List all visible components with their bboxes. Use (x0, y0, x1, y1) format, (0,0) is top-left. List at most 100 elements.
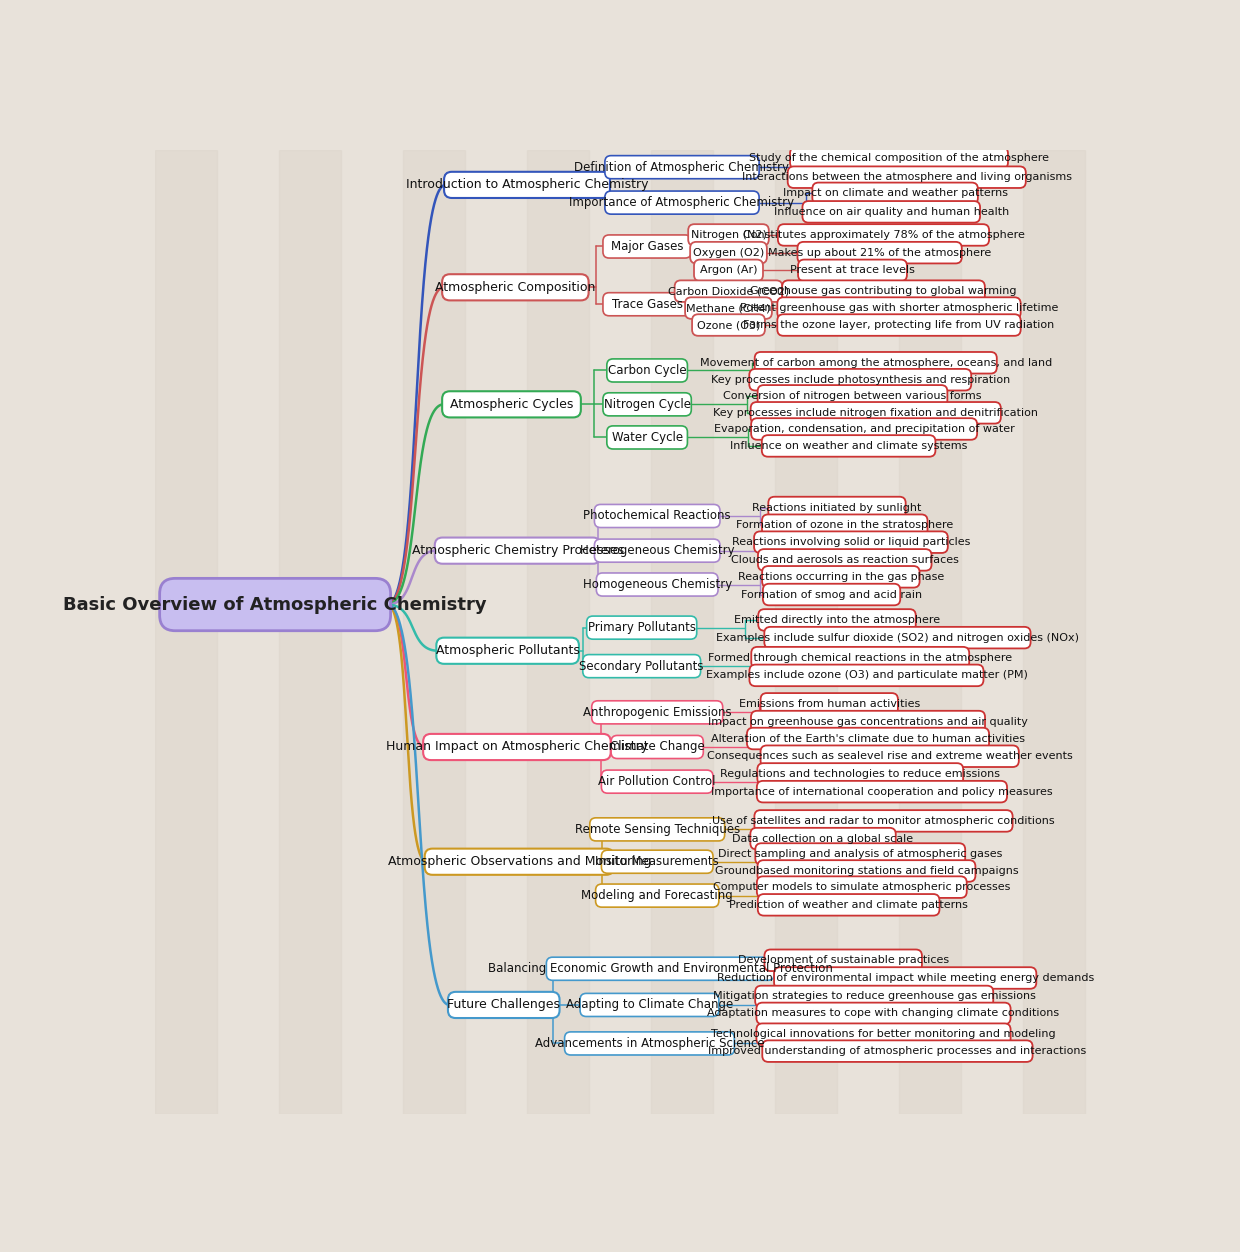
FancyBboxPatch shape (601, 850, 713, 873)
FancyBboxPatch shape (799, 259, 906, 282)
Bar (527, 150, 589, 1114)
FancyBboxPatch shape (761, 436, 935, 457)
Text: Reactions initiated by sunlight: Reactions initiated by sunlight (753, 502, 921, 512)
FancyBboxPatch shape (756, 781, 1007, 803)
Text: Direct sampling and analysis of atmospheric gases: Direct sampling and analysis of atmosphe… (718, 849, 1002, 859)
FancyBboxPatch shape (605, 192, 759, 214)
Text: Atmospheric Chemistry Processes: Atmospheric Chemistry Processes (412, 545, 624, 557)
Text: Data collection on a global scale: Data collection on a global scale (733, 834, 914, 844)
Text: Emissions from human activities: Emissions from human activities (739, 699, 920, 709)
FancyBboxPatch shape (444, 172, 610, 198)
Text: Examples include ozone (O3) and particulate matter (PM): Examples include ozone (O3) and particul… (706, 670, 1028, 680)
Bar (403, 150, 465, 1114)
Text: Primary Pollutants: Primary Pollutants (588, 621, 696, 635)
Text: Importance of international cooperation and policy measures: Importance of international cooperation … (711, 786, 1053, 796)
Text: Water Cycle: Water Cycle (611, 431, 683, 444)
Text: Future Challenges: Future Challenges (448, 998, 560, 1012)
FancyBboxPatch shape (763, 583, 900, 605)
FancyBboxPatch shape (774, 968, 1037, 989)
Text: Human Impact on Atmospheric Chemistry: Human Impact on Atmospheric Chemistry (386, 740, 649, 754)
FancyBboxPatch shape (758, 894, 940, 915)
FancyBboxPatch shape (583, 655, 701, 677)
Text: Adapting to Climate Change: Adapting to Climate Change (565, 998, 733, 1012)
FancyBboxPatch shape (758, 550, 931, 571)
FancyBboxPatch shape (759, 610, 915, 631)
FancyBboxPatch shape (580, 993, 719, 1017)
Text: Oxygen (O2): Oxygen (O2) (693, 248, 764, 258)
FancyBboxPatch shape (797, 242, 962, 263)
Text: Adaptation measures to cope with changing climate conditions: Adaptation measures to cope with changin… (708, 1008, 1059, 1018)
FancyBboxPatch shape (603, 393, 692, 416)
FancyBboxPatch shape (764, 949, 923, 972)
FancyBboxPatch shape (160, 578, 391, 631)
FancyBboxPatch shape (603, 293, 692, 316)
Text: Improved understanding of atmospheric processes and interactions: Improved understanding of atmospheric pr… (708, 1047, 1086, 1057)
FancyBboxPatch shape (601, 770, 713, 794)
Text: Advancements in Atmospheric Science: Advancements in Atmospheric Science (534, 1037, 764, 1050)
Text: Use of satellites and radar to monitor atmospheric conditions: Use of satellites and radar to monitor a… (712, 816, 1055, 826)
FancyBboxPatch shape (777, 297, 1021, 319)
Text: Potent greenhouse gas with shorter atmospheric lifetime: Potent greenhouse gas with shorter atmos… (740, 303, 1058, 313)
FancyBboxPatch shape (564, 1032, 734, 1055)
FancyBboxPatch shape (782, 280, 985, 302)
Text: Methane (CH4): Methane (CH4) (686, 303, 771, 313)
Text: Nitrogen (N2): Nitrogen (N2) (691, 230, 766, 240)
Text: Major Gases: Major Gases (611, 240, 683, 253)
Text: Atmospheric Observations and Monitoring: Atmospheric Observations and Monitoring (387, 855, 651, 868)
Text: Trace Gases: Trace Gases (611, 298, 683, 310)
FancyBboxPatch shape (587, 616, 697, 640)
Text: Movement of carbon among the atmosphere, oceans, and land: Movement of carbon among the atmosphere,… (699, 358, 1052, 368)
FancyBboxPatch shape (802, 202, 980, 223)
FancyBboxPatch shape (603, 235, 692, 258)
FancyBboxPatch shape (596, 573, 718, 596)
FancyBboxPatch shape (763, 1040, 1033, 1062)
FancyBboxPatch shape (590, 818, 724, 841)
Text: Impact on climate and weather patterns: Impact on climate and weather patterns (782, 188, 1008, 198)
Text: Insitu Measurements: Insitu Measurements (595, 855, 719, 868)
Text: Air Pollution Control: Air Pollution Control (599, 775, 715, 789)
FancyBboxPatch shape (423, 734, 611, 760)
FancyBboxPatch shape (595, 884, 719, 908)
FancyBboxPatch shape (424, 849, 614, 875)
FancyBboxPatch shape (758, 764, 963, 785)
FancyBboxPatch shape (761, 515, 928, 536)
Text: Influence on air quality and human health: Influence on air quality and human healt… (774, 207, 1009, 217)
Text: Evaporation, condensation, and precipitation of water: Evaporation, condensation, and precipita… (714, 424, 1014, 434)
FancyBboxPatch shape (763, 566, 920, 587)
Text: Study of the chemical composition of the atmosphere: Study of the chemical composition of the… (749, 153, 1049, 163)
Text: Heterogeneous Chemistry: Heterogeneous Chemistry (580, 545, 734, 557)
FancyBboxPatch shape (754, 810, 1013, 831)
FancyBboxPatch shape (777, 314, 1021, 336)
FancyBboxPatch shape (688, 224, 769, 245)
Bar (651, 150, 713, 1114)
FancyBboxPatch shape (694, 259, 763, 282)
FancyBboxPatch shape (755, 985, 993, 1008)
FancyBboxPatch shape (436, 637, 579, 664)
Text: Ozone (O3): Ozone (O3) (697, 321, 760, 331)
Text: Secondary Pollutants: Secondary Pollutants (579, 660, 704, 672)
FancyBboxPatch shape (675, 280, 782, 302)
Text: Groundbased monitoring stations and field campaigns: Groundbased monitoring stations and fiel… (714, 866, 1018, 876)
Text: Reactions occurring in the gas phase: Reactions occurring in the gas phase (738, 572, 944, 582)
FancyBboxPatch shape (758, 386, 947, 407)
Text: Anthropogenic Emissions: Anthropogenic Emissions (583, 706, 732, 719)
FancyBboxPatch shape (606, 359, 687, 382)
Text: Importance of Atmospheric Chemistry: Importance of Atmospheric Chemistry (569, 197, 795, 209)
Text: Modeling and Forecasting: Modeling and Forecasting (582, 889, 733, 903)
Text: Impact on greenhouse gas concentrations and air quality: Impact on greenhouse gas concentrations … (708, 716, 1028, 726)
Text: Key processes include photosynthesis and respiration: Key processes include photosynthesis and… (711, 374, 1009, 384)
FancyBboxPatch shape (758, 860, 976, 881)
FancyBboxPatch shape (750, 402, 1001, 423)
Text: Carbon Cycle: Carbon Cycle (608, 364, 687, 377)
Text: Interactions between the atmosphere and living organisms: Interactions between the atmosphere and … (742, 173, 1071, 183)
FancyBboxPatch shape (435, 537, 600, 563)
FancyBboxPatch shape (777, 224, 990, 245)
Text: Emitted directly into the atmosphere: Emitted directly into the atmosphere (734, 615, 940, 625)
FancyBboxPatch shape (756, 876, 967, 898)
Text: Atmospheric Cycles: Atmospheric Cycles (450, 398, 573, 411)
FancyBboxPatch shape (749, 665, 983, 686)
FancyBboxPatch shape (746, 727, 990, 749)
Text: Introduction to Atmospheric Chemistry: Introduction to Atmospheric Chemistry (405, 178, 649, 192)
Text: Nitrogen Cycle: Nitrogen Cycle (604, 398, 691, 411)
Text: Key processes include nitrogen fixation and denitrification: Key processes include nitrogen fixation … (713, 408, 1038, 418)
